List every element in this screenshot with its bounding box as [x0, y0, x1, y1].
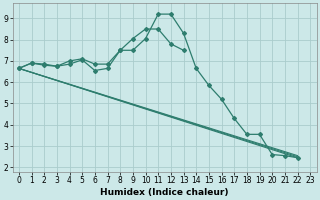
- X-axis label: Humidex (Indice chaleur): Humidex (Indice chaleur): [100, 188, 229, 197]
